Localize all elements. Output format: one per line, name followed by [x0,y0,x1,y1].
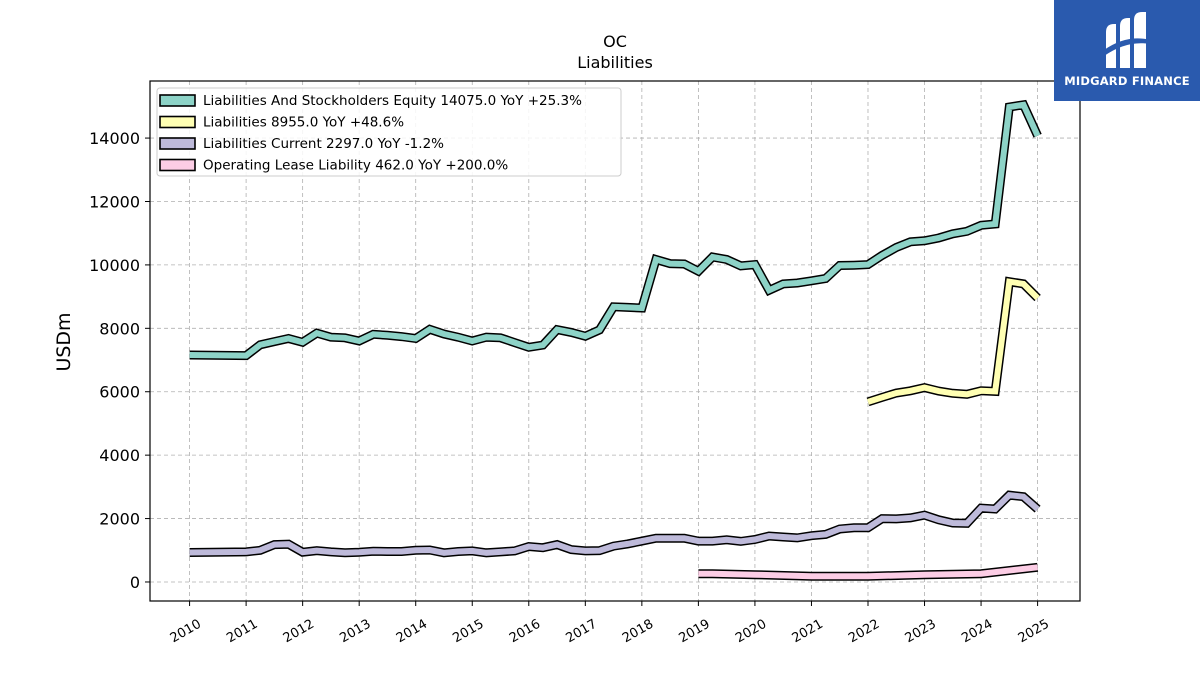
series-line [189,491,1040,556]
brand-logo: MIDGARD FINANCE [1054,0,1200,101]
y-tick-label: 0 [130,573,140,592]
x-tick-label: 2014 [394,617,430,647]
legend-swatch [159,94,196,107]
x-tick-label: 2017 [563,617,599,647]
x-tick-label: 2019 [677,617,713,647]
y-tick-label: 6000 [99,383,140,402]
chart-title: OC [603,32,627,51]
legend-swatch [159,137,196,150]
x-tick-label: 2013 [337,617,373,647]
series-line [867,278,1040,405]
x-tick-label: 2022 [846,617,882,647]
series-line-outline [866,276,1041,407]
x-tick-label: 2015 [450,617,486,647]
midgard-logo-icon [1104,12,1150,68]
legend-label: Operating Lease Liability 462.0 YoY +200… [203,158,508,174]
x-tick-label: 2012 [281,617,317,647]
y-tick-label: 4000 [99,446,140,465]
x-tick-label: 2018 [620,617,656,647]
series-line [698,564,1038,580]
legend-label: Liabilities Current 2297.0 YoY -1.2% [203,136,444,152]
y-tick-label: 10000 [89,256,140,275]
x-tick-label: 2010 [168,617,204,647]
x-tick-label: 2023 [903,617,939,647]
series-line [189,101,1041,359]
x-tick-label: 2024 [959,617,995,647]
x-tick-label: 2011 [224,617,260,647]
legend-box [156,87,622,177]
brand-name: MIDGARD FINANCE [1064,74,1190,88]
x-tick-label: 2021 [790,617,826,647]
x-tick-label: 2025 [1016,617,1052,647]
legend-label: Liabilities 8955.0 YoY +48.6% [203,115,404,131]
legend-label: Liabilities And Stockholders Equity 1407… [203,93,582,109]
y-tick-label: 2000 [99,510,140,529]
legend-swatch [159,115,196,129]
y-tick-label: 14000 [89,129,140,148]
y-tick-label: 8000 [99,319,140,338]
plot-frame [149,80,1081,602]
y-tick-label: 12000 [89,192,140,211]
y-axis-label: USDm [53,312,75,371]
legend-swatch [159,158,196,172]
legend: Liabilities And Stockholders Equity 1407… [156,87,622,177]
x-tick-label: 2016 [507,617,543,647]
grid [150,81,1080,601]
series-layer [189,99,1042,581]
x-tick-label: 2020 [733,617,769,647]
chart-subtitle: Liabilities [577,53,653,72]
